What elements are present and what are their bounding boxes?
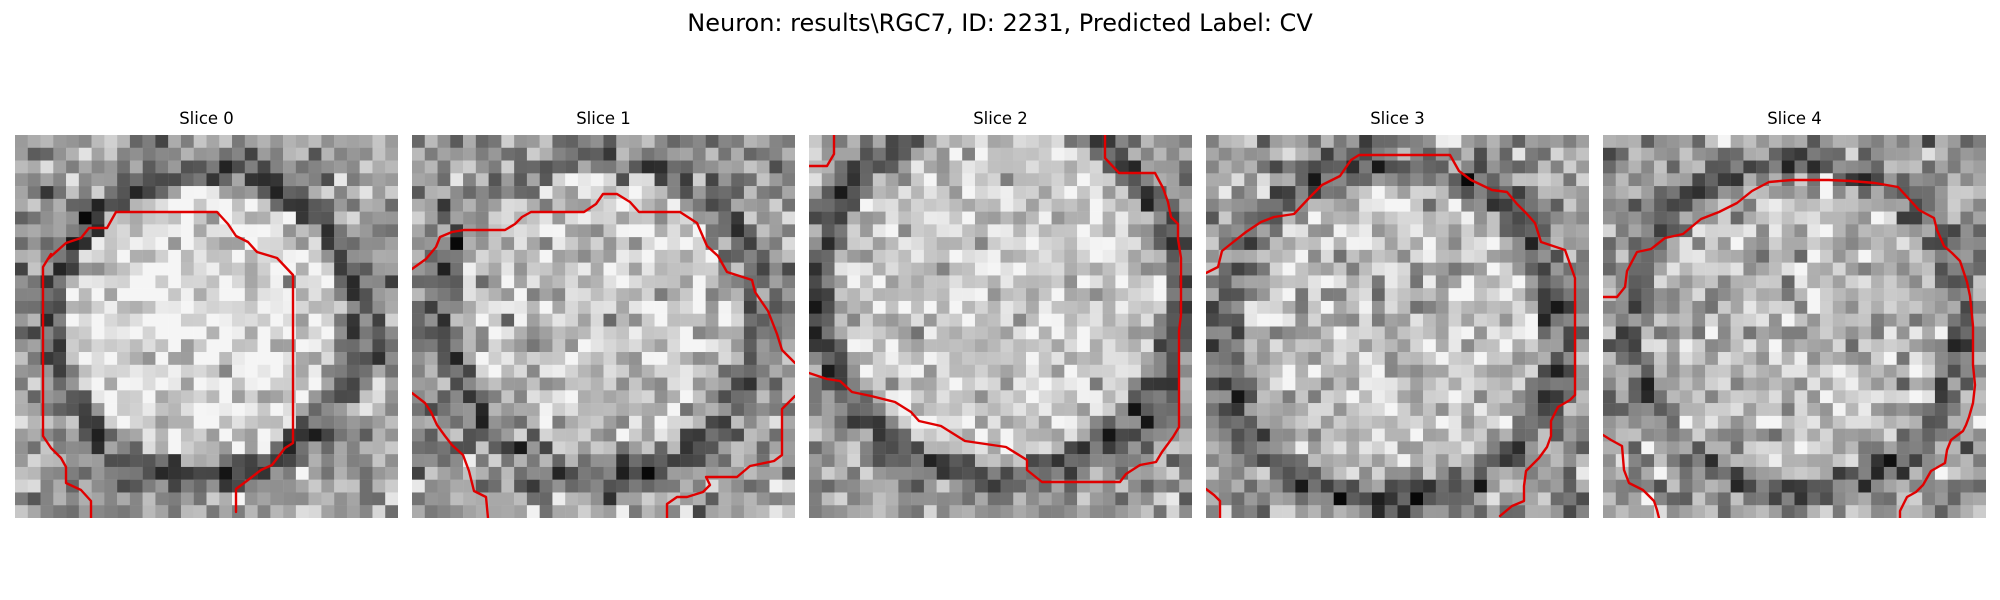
contour-line	[809, 135, 836, 168]
contour-line	[412, 391, 490, 518]
slice-title: Slice 2	[973, 109, 1028, 128]
slice-panel-4: Slice 4	[1603, 104, 1986, 524]
slice-image	[412, 135, 795, 518]
contour-line	[1206, 487, 1222, 518]
slice-panel-1: Slice 1	[412, 104, 795, 524]
contour-line	[665, 394, 795, 518]
slice-image	[1206, 135, 1589, 518]
slice-title: Slice 4	[1767, 109, 1822, 128]
slice-title: Slice 1	[576, 109, 631, 128]
contour-line	[809, 135, 1183, 484]
figure-title: Neuron: results\RGC7, ID: 2231, Predicte…	[687, 9, 1313, 37]
contour-line	[46, 210, 295, 514]
contour-line	[41, 252, 93, 518]
contour-line	[412, 192, 795, 365]
contour-line	[1603, 433, 1661, 518]
slice-panel-3: Slice 3	[1206, 104, 1589, 524]
slice-title: Slice 3	[1370, 109, 1425, 128]
slice-image	[1603, 135, 1986, 518]
slice-image	[809, 135, 1192, 518]
slice-image	[15, 135, 398, 518]
slice-title: Slice 0	[179, 109, 234, 128]
contour-line	[1603, 178, 1977, 518]
contour-line	[1206, 153, 1577, 518]
slice-panel-0: Slice 0	[15, 104, 398, 524]
slice-panel-2: Slice 2	[809, 104, 1192, 524]
